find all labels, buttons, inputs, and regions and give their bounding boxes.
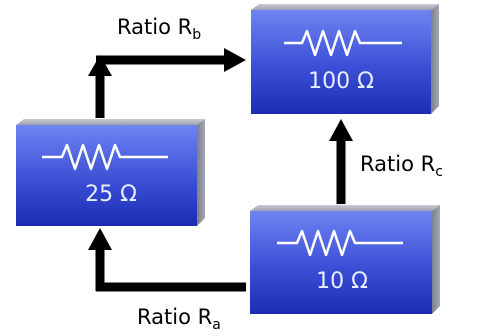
resistor-symbol-icon [284, 29, 402, 57]
box-side-face [431, 4, 439, 114]
box-top-face [250, 205, 440, 211]
arrow-ra-head-icon [88, 228, 112, 250]
ratio-label-ra: Ratio Ra [137, 305, 221, 333]
box-front-face [250, 211, 432, 314]
resistor-value-25: 25 Ω [85, 182, 137, 207]
box-side-face [197, 119, 205, 226]
ratio-label-rb: Ratio Rb [117, 15, 201, 43]
box-front-face [251, 10, 431, 114]
box-front-face [16, 125, 197, 226]
ratio-label-rc: Ratio Rc [360, 152, 443, 180]
arrow-rb-right-head-icon [224, 48, 246, 72]
resistor-value-10: 10 Ω [316, 269, 368, 294]
arrow-rc-head-icon [329, 119, 353, 141]
resistor-value-100: 100 Ω [308, 69, 374, 94]
arrow-rc [329, 119, 353, 204]
arrow-ra [88, 228, 246, 292]
resistor-symbol-icon [277, 229, 403, 257]
resistor-symbol-icon [42, 143, 168, 171]
resistor-box-100: 100 Ω [251, 4, 439, 114]
arrow-rb [88, 48, 246, 118]
box-top-face [251, 4, 439, 10]
resistor-box-25: 25 Ω [16, 119, 205, 226]
resistor-box-10: 10 Ω [250, 205, 440, 314]
box-side-face [432, 205, 440, 314]
arrow-rb-up-head-icon [88, 55, 112, 76]
box-top-face [16, 119, 205, 125]
